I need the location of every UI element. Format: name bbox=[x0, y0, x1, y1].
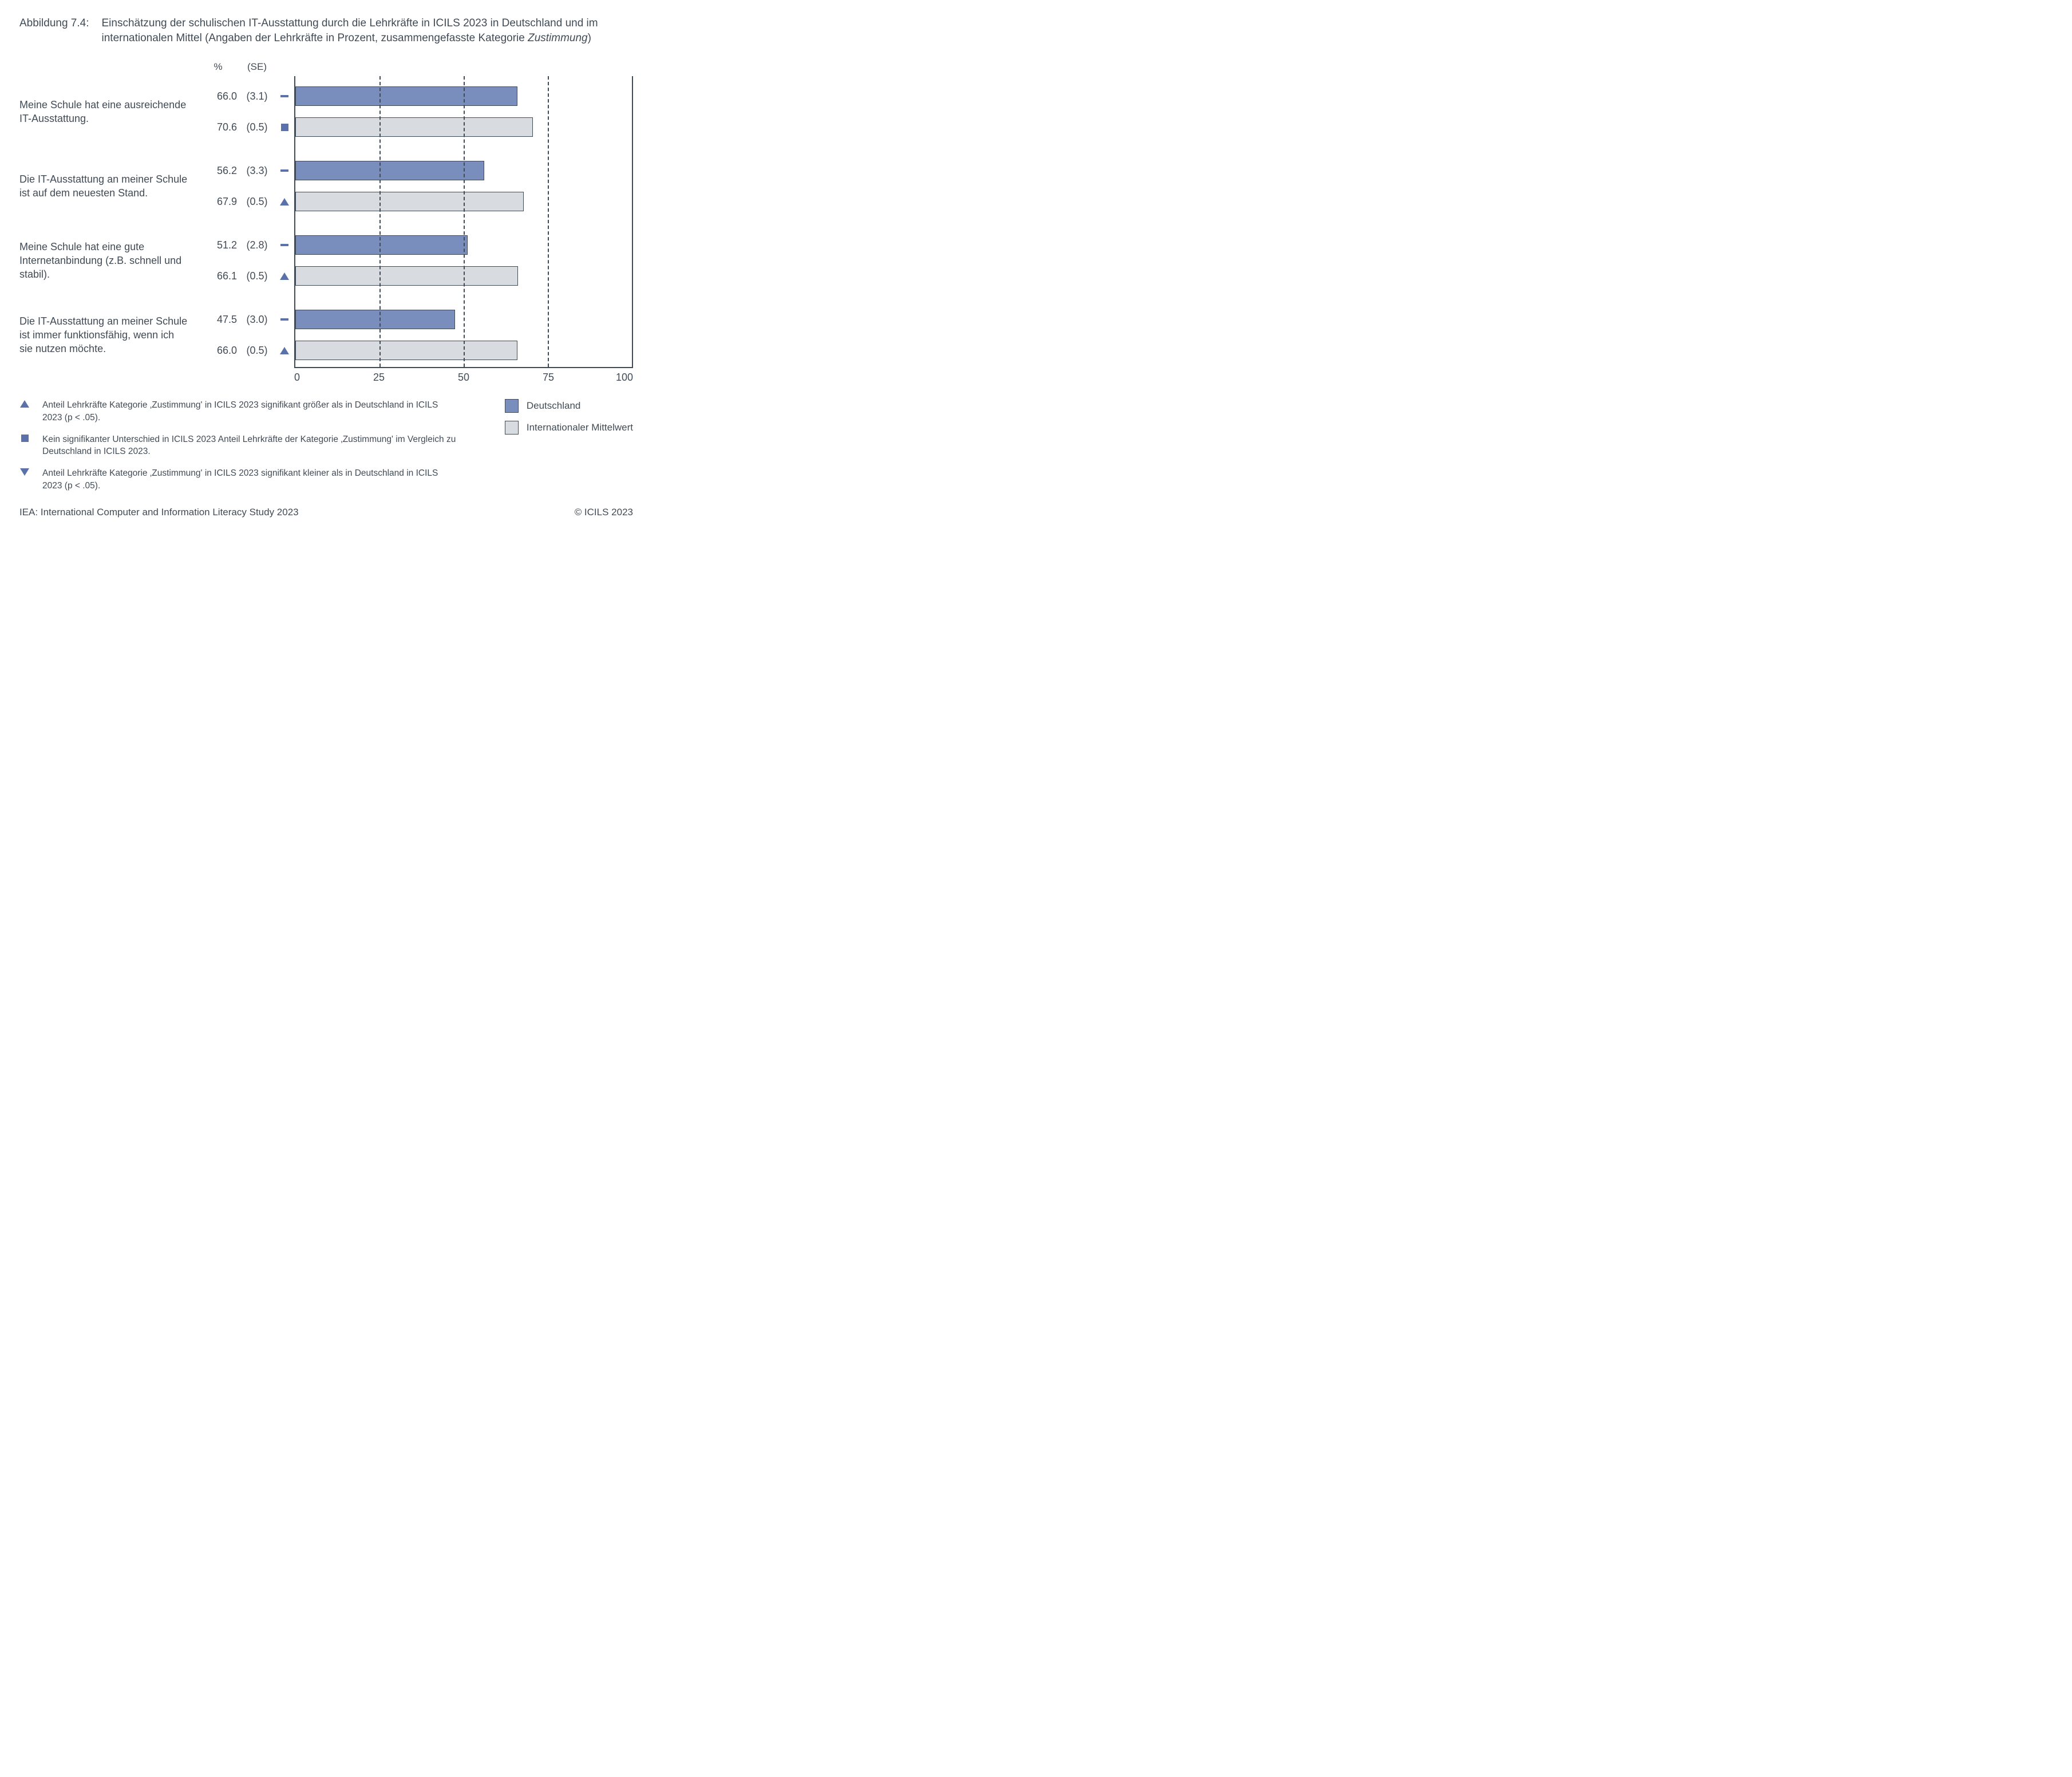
se-cell: (3.3) bbox=[239, 161, 275, 180]
se-cell: (3.1) bbox=[239, 86, 275, 106]
value-cell: 70.6 bbox=[197, 117, 239, 137]
col-header-se: (SE) bbox=[239, 61, 275, 76]
item-label: Die IT-Ausstattung an meiner Schule ist … bbox=[19, 310, 197, 360]
item-label: Meine Schule hat eine gute Internetanbin… bbox=[19, 235, 197, 286]
up-icon bbox=[280, 273, 289, 280]
legend: Deutschland Internationaler Mittelwert bbox=[505, 399, 633, 443]
chart-header: % (SE) bbox=[19, 60, 633, 76]
footnote-mark bbox=[19, 399, 30, 408]
figure-title-text: Einschätzung der schulischen IT-Ausstatt… bbox=[102, 16, 634, 45]
footnote-mark bbox=[19, 467, 30, 476]
bar-int bbox=[295, 117, 533, 137]
swatch-int bbox=[505, 421, 519, 435]
source-right: © ICILS 2023 bbox=[575, 507, 633, 518]
square-icon bbox=[281, 124, 288, 131]
sig-cell bbox=[275, 86, 294, 106]
se-cell: (0.5) bbox=[239, 192, 275, 211]
dash-icon bbox=[280, 244, 288, 246]
value-cell: 56.2 bbox=[197, 161, 239, 180]
value-cell: 47.5 bbox=[197, 310, 239, 329]
figure-title: Abbildung 7.4: Einschätzung der schulisc… bbox=[19, 16, 633, 45]
footnote-mark bbox=[19, 433, 30, 442]
value-cell: 66.1 bbox=[197, 266, 239, 286]
bar-int bbox=[295, 341, 517, 360]
sig-cell bbox=[275, 192, 294, 211]
dash-icon bbox=[280, 169, 288, 172]
footnote-text: Anteil Lehrkräfte Kategorie ‚Zustimmung'… bbox=[42, 467, 460, 492]
se-cell: (0.5) bbox=[239, 117, 275, 137]
chart: Meine Schule hat eine ausreichende IT-Au… bbox=[19, 76, 633, 368]
legend-row-int: Internationaler Mittelwert bbox=[505, 421, 633, 435]
se-cell: (0.5) bbox=[239, 266, 275, 286]
grid-line bbox=[464, 76, 465, 367]
se-cell: (0.5) bbox=[239, 341, 275, 360]
item-label: Meine Schule hat eine ausreichende IT-Au… bbox=[19, 86, 197, 137]
up-icon bbox=[20, 400, 29, 408]
bar-de bbox=[295, 310, 455, 329]
col-header-percent: % bbox=[197, 61, 239, 76]
sig-cell bbox=[275, 117, 294, 137]
bar-int bbox=[295, 266, 518, 286]
sig-cell bbox=[275, 235, 294, 255]
square-icon bbox=[21, 435, 29, 442]
source-line: IEA: International Computer and Informat… bbox=[19, 507, 633, 518]
footnote-row: Anteil Lehrkräfte Kategorie ‚Zustimmung'… bbox=[19, 399, 460, 424]
bar-de bbox=[295, 86, 517, 106]
sig-cell bbox=[275, 266, 294, 286]
legend-label-de: Deutschland bbox=[527, 400, 581, 412]
plot-area bbox=[294, 76, 633, 368]
footnote-row: Anteil Lehrkräfte Kategorie ‚Zustimmung'… bbox=[19, 467, 460, 492]
x-axis-row: 0 25 50 75 100 bbox=[19, 368, 633, 384]
x-tick: 25 bbox=[373, 372, 385, 384]
footnotes: Anteil Lehrkräfte Kategorie ‚Zustimmung'… bbox=[19, 399, 460, 501]
se-cell: (3.0) bbox=[239, 310, 275, 329]
grid-line bbox=[379, 76, 381, 367]
sig-cell bbox=[275, 161, 294, 180]
value-cell: 67.9 bbox=[197, 192, 239, 211]
down-icon bbox=[20, 468, 29, 476]
bar-de bbox=[295, 235, 468, 255]
item-label: Die IT-Ausstattung an meiner Schule ist … bbox=[19, 161, 197, 211]
figure-title-b: ) bbox=[588, 32, 591, 44]
value-cell: 66.0 bbox=[197, 86, 239, 106]
x-tick: 75 bbox=[543, 372, 554, 384]
value-cell: 66.0 bbox=[197, 341, 239, 360]
figure-title-a: Einschätzung der schulischen IT-Ausstatt… bbox=[102, 17, 598, 44]
dash-icon bbox=[280, 95, 288, 97]
legend-label-int: Internationaler Mittelwert bbox=[527, 422, 633, 433]
figure-title-italic: Zustimmung bbox=[528, 32, 588, 44]
source-left: IEA: International Computer and Informat… bbox=[19, 507, 299, 518]
legend-row-de: Deutschland bbox=[505, 399, 633, 413]
up-icon bbox=[280, 347, 289, 354]
x-axis: 0 25 50 75 100 bbox=[294, 368, 633, 384]
figure-label: Abbildung 7.4: bbox=[19, 16, 89, 45]
x-tick: 100 bbox=[616, 372, 633, 384]
value-cell: 51.2 bbox=[197, 235, 239, 255]
grid-line bbox=[548, 76, 549, 367]
x-tick: 0 bbox=[294, 372, 300, 384]
sig-cell bbox=[275, 310, 294, 329]
sig-cell bbox=[275, 341, 294, 360]
swatch-de bbox=[505, 399, 519, 413]
footnote-text: Kein signifikanter Unterschied in ICILS … bbox=[42, 433, 460, 458]
footnote-row: Kein signifikanter Unterschied in ICILS … bbox=[19, 433, 460, 458]
bar-int bbox=[295, 192, 524, 211]
up-icon bbox=[280, 198, 289, 206]
footnote-text: Anteil Lehrkräfte Kategorie ‚Zustimmung'… bbox=[42, 399, 460, 424]
dash-icon bbox=[280, 318, 288, 321]
x-tick: 50 bbox=[458, 372, 469, 384]
se-cell: (2.8) bbox=[239, 235, 275, 255]
bar-de bbox=[295, 161, 484, 180]
